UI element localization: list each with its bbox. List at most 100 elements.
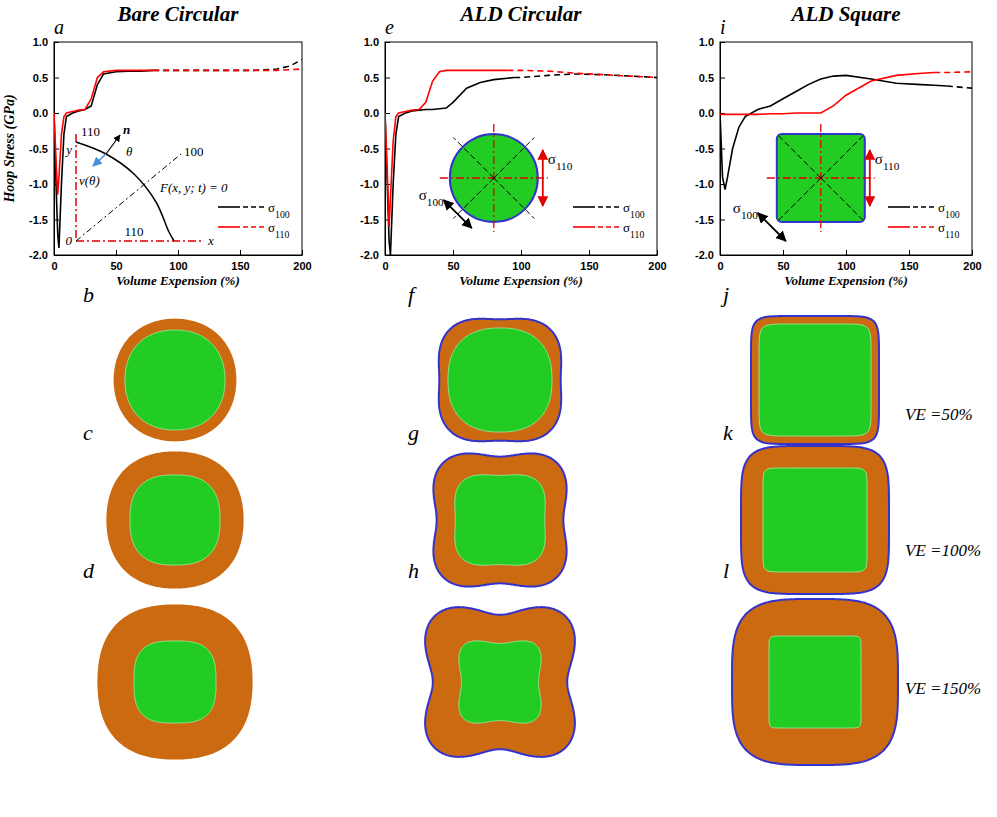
series-line <box>153 60 302 71</box>
y-axis-title: Hoop Stress (GPa) <box>2 94 18 203</box>
tick-label: -0.5 <box>360 143 379 155</box>
tick-label: 0.0 <box>33 107 48 119</box>
tick-label: -2.0 <box>29 249 48 261</box>
tick: 150 <box>900 250 918 272</box>
inset-axis <box>75 134 77 241</box>
tick-label: -1.0 <box>360 178 379 190</box>
core <box>759 324 871 436</box>
text-part: σ <box>938 200 945 215</box>
legend-swatch <box>218 226 240 228</box>
tick: -2.0 <box>360 249 390 261</box>
annotation: v(θ) <box>79 173 100 188</box>
panel-letter: g <box>408 420 419 445</box>
tick: -1.5 <box>360 214 390 226</box>
legend-swatch <box>913 206 934 208</box>
tick-label: -1.5 <box>29 214 48 226</box>
tick-label: 150 <box>580 260 598 272</box>
annotation: σ100 <box>419 187 444 208</box>
panel-letter: d <box>83 558 95 583</box>
legend-swatch <box>598 226 619 228</box>
text-part: σ <box>875 151 883 167</box>
y-axis: -2.0-1.5-1.0-0.50.00.51.0 <box>695 36 725 261</box>
tick-label: 200 <box>293 260 311 272</box>
core <box>763 468 867 572</box>
legend: σ100σ110 <box>573 200 645 240</box>
shell <box>741 446 889 594</box>
tick-label: 0.5 <box>699 72 714 84</box>
tick: 1.0 <box>699 36 725 48</box>
core <box>459 641 541 723</box>
panel-letter: c <box>83 420 93 445</box>
legend: σ100σ110 <box>218 200 290 240</box>
series-line <box>934 71 972 73</box>
tick-mark <box>385 255 390 256</box>
panel-letter: l <box>723 558 729 583</box>
legend: σ100σ110 <box>888 200 960 240</box>
chart-title: ALD Square <box>789 2 900 26</box>
tick-label: 100 <box>512 260 530 272</box>
text-subscript: 110 <box>275 229 289 240</box>
tick-label: -2.0 <box>695 249 714 261</box>
tick-label: 0 <box>717 260 723 272</box>
x-axis-title: Volume Expension (%) <box>784 273 908 288</box>
annotation: x <box>207 233 214 248</box>
chart-panel: Bare Circulara050100150200-2.0-1.5-1.0-0… <box>2 2 312 288</box>
annotation: σ110 <box>875 151 900 172</box>
series-line <box>385 78 514 256</box>
tick-label: 100 <box>837 260 855 272</box>
tick-label: 50 <box>447 260 459 272</box>
tick-mark <box>720 220 725 221</box>
panel-letter: i <box>720 16 726 38</box>
legend-swatch <box>243 206 264 208</box>
series-line <box>720 73 934 115</box>
legend-label: σ100 <box>268 200 290 220</box>
tick-label: -0.5 <box>29 143 48 155</box>
series-line <box>153 69 302 70</box>
text-part: σ <box>268 220 275 235</box>
tick-mark <box>521 250 522 255</box>
core <box>134 641 216 723</box>
legend-swatch <box>888 226 910 228</box>
shell <box>433 453 566 586</box>
tick-label: 1.0 <box>33 36 48 48</box>
stress-arrow <box>869 150 871 206</box>
tick: 0.5 <box>699 72 725 84</box>
tick-label: 0 <box>382 260 388 272</box>
tick-mark <box>385 78 390 79</box>
figure: Bare Circulara050100150200-2.0-1.5-1.0-0… <box>0 0 997 817</box>
panel-letter: e <box>385 16 394 38</box>
panel-letter: j <box>720 282 729 307</box>
tick-mark <box>720 78 725 79</box>
inset-diagonal <box>779 178 821 220</box>
lines <box>720 72 972 190</box>
shell <box>97 604 252 759</box>
lines <box>385 70 657 255</box>
tick-label: -1.0 <box>695 178 714 190</box>
inset-axis <box>76 240 204 242</box>
inset: σ110 σ100 <box>419 124 573 232</box>
tick: 50 <box>110 250 122 272</box>
chart-panel: ALD Circulare050100150200-2.0-1.5-1.0-0.… <box>360 2 667 288</box>
tick: 100 <box>169 250 187 272</box>
series-line <box>947 86 972 88</box>
text-subscript: 100 <box>741 209 758 221</box>
tick-label: 1.0 <box>364 36 379 48</box>
plot-frame <box>385 42 657 255</box>
annotation: y <box>64 142 72 157</box>
tick-label: -1.5 <box>695 214 714 226</box>
tick: 0.5 <box>33 72 59 84</box>
tick-mark <box>302 250 303 255</box>
tick-mark <box>385 42 390 43</box>
annotation: σ110 <box>548 151 573 172</box>
core <box>769 636 861 728</box>
tick-label: -0.5 <box>695 143 714 155</box>
tick-label: 0.0 <box>364 107 379 119</box>
x-axis: 050100150200 <box>717 250 981 272</box>
normal-arrow <box>106 135 120 154</box>
tick-label: 1.0 <box>699 36 714 48</box>
ve-label: VE =100% <box>905 541 981 560</box>
tick: -1.5 <box>695 214 725 226</box>
text-subscript: 110 <box>945 229 959 240</box>
annotation: 100 <box>184 144 204 159</box>
shell <box>114 319 237 442</box>
